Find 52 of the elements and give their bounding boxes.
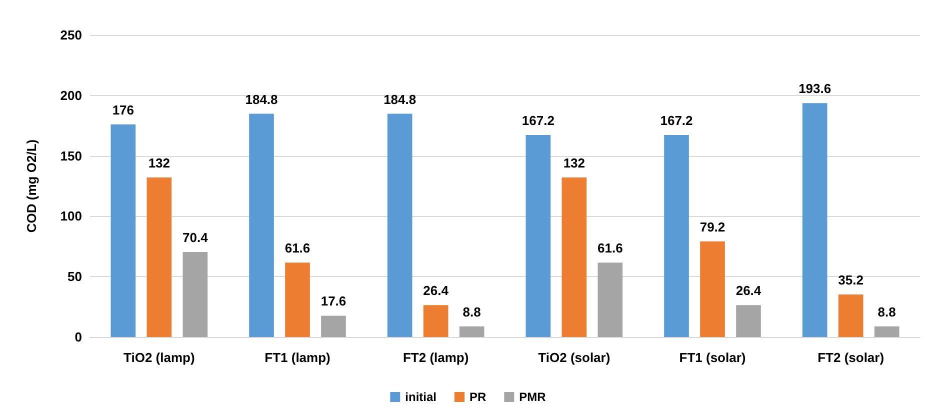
y-tick-label: 100 — [60, 208, 82, 224]
bar — [182, 252, 208, 337]
data-label: 26.4 — [423, 283, 450, 298]
data-label: 17.6 — [320, 294, 346, 309]
bar — [285, 262, 310, 337]
data-label: 79.2 — [700, 219, 726, 234]
x-tick-label: FT1 (solar) — [679, 350, 746, 365]
y-tick-label: 50 — [68, 269, 82, 284]
data-label: 184.8 — [245, 92, 278, 107]
data-label: 132 — [148, 156, 170, 171]
bar — [874, 326, 900, 337]
bar — [249, 114, 274, 337]
data-label: 26.4 — [736, 283, 762, 298]
legend-label: PMR — [519, 390, 546, 404]
legend-label: PR — [470, 390, 487, 404]
y-axis-title: COD (mg O2/L) — [24, 139, 39, 233]
y-tick-label: 0 — [74, 330, 82, 344]
bar — [838, 294, 864, 337]
data-label: 184.8 — [384, 92, 416, 107]
bar — [562, 178, 587, 337]
data-label: 193.6 — [798, 81, 832, 96]
data-label: 167.2 — [522, 113, 554, 128]
bar — [598, 262, 623, 337]
bar — [802, 103, 828, 337]
data-label: 8.8 — [878, 304, 896, 320]
x-tick-label: FT1 (lamp) — [264, 350, 330, 365]
bar — [459, 326, 484, 337]
bar — [423, 305, 448, 337]
x-tick-label: FT2 (solar) — [818, 350, 884, 365]
y-tick-label: 150 — [60, 148, 82, 164]
bar — [321, 316, 346, 337]
data-label: 176 — [112, 102, 134, 118]
data-label: 61.6 — [284, 240, 310, 256]
data-label: 8.8 — [462, 304, 481, 320]
legend-label: initial — [405, 390, 437, 404]
bar — [387, 114, 412, 337]
bar — [664, 135, 689, 337]
data-label: 132 — [563, 156, 586, 171]
data-label: 61.6 — [598, 240, 623, 256]
bar — [736, 305, 761, 337]
y-tick-label: 250 — [60, 28, 82, 42]
data-label: 35.2 — [838, 272, 864, 288]
data-label: 167.2 — [660, 113, 693, 128]
x-tick-label: FT2 (lamp) — [402, 350, 469, 365]
bar — [146, 178, 172, 337]
bar — [526, 135, 551, 337]
x-tick-label: TiO2 (lamp) — [124, 350, 195, 365]
x-tick-label: TiO2 (solar) — [538, 350, 610, 365]
data-label: 70.4 — [182, 230, 209, 245]
bar — [700, 241, 725, 337]
bar — [110, 124, 136, 337]
y-tick-label: 200 — [60, 88, 82, 103]
